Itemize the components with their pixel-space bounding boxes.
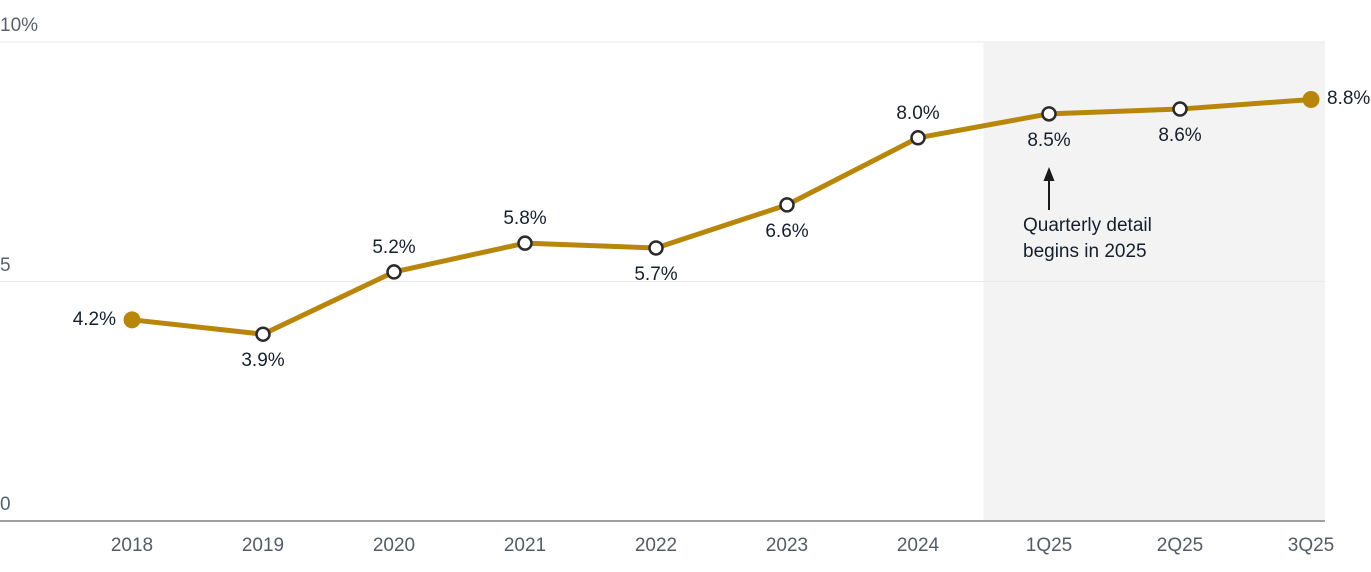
up-arrow-icon (1043, 167, 1055, 210)
y-axis-label: 5 (0, 254, 11, 276)
annotation-arrow (1041, 167, 1057, 211)
x-axis-label: 2Q25 (1156, 535, 1204, 556)
trend-line (129, 96, 1314, 337)
x-axis-label: 2021 (503, 535, 547, 556)
x-axis-label: 2019 (241, 535, 285, 556)
x-axis-label: 2022 (634, 535, 678, 556)
annotation-note: Quarterly detail begins in 2025 (1023, 213, 1152, 265)
data-point-marker-open (517, 235, 533, 251)
data-point-marker-open (255, 326, 271, 342)
data-point-marker-open (648, 240, 664, 256)
annotation-line-1: Quarterly detail (1023, 215, 1152, 236)
data-point-label: 8.5% (1027, 129, 1071, 151)
data-point-label: 8.6% (1158, 125, 1202, 147)
data-point-marker-open (910, 130, 926, 146)
data-point-marker-filled (123, 311, 141, 329)
data-point-marker-open (386, 264, 402, 280)
data-point-marker-open (1172, 101, 1188, 117)
x-axis-label: 2018 (110, 535, 154, 556)
x-axis-label: 3Q25 (1287, 535, 1335, 556)
x-axis-label: 2020 (372, 535, 416, 556)
data-point-label: 3.9% (241, 350, 285, 372)
data-point-marker-filled (1302, 90, 1320, 108)
x-axis-label: 1Q25 (1025, 535, 1073, 556)
data-point-label: 4.2% (72, 308, 116, 330)
data-point-label: 8.0% (896, 102, 940, 124)
data-point-label: 5.8% (503, 208, 547, 230)
data-point-label: 8.8% (1327, 88, 1371, 110)
y-axis-label: 0 (0, 494, 11, 515)
x-axis-label: 2024 (896, 535, 940, 556)
data-point-label: 5.2% (372, 236, 416, 258)
annotation-line-2: begins in 2025 (1023, 241, 1147, 262)
data-point-label: 6.6% (765, 220, 809, 242)
data-point-marker-open (1041, 106, 1057, 122)
y-axis-label: 10% (0, 15, 39, 36)
data-point-label: 5.7% (634, 263, 678, 285)
data-point-marker-open (779, 197, 795, 213)
x-axis-label: 2023 (765, 535, 809, 556)
